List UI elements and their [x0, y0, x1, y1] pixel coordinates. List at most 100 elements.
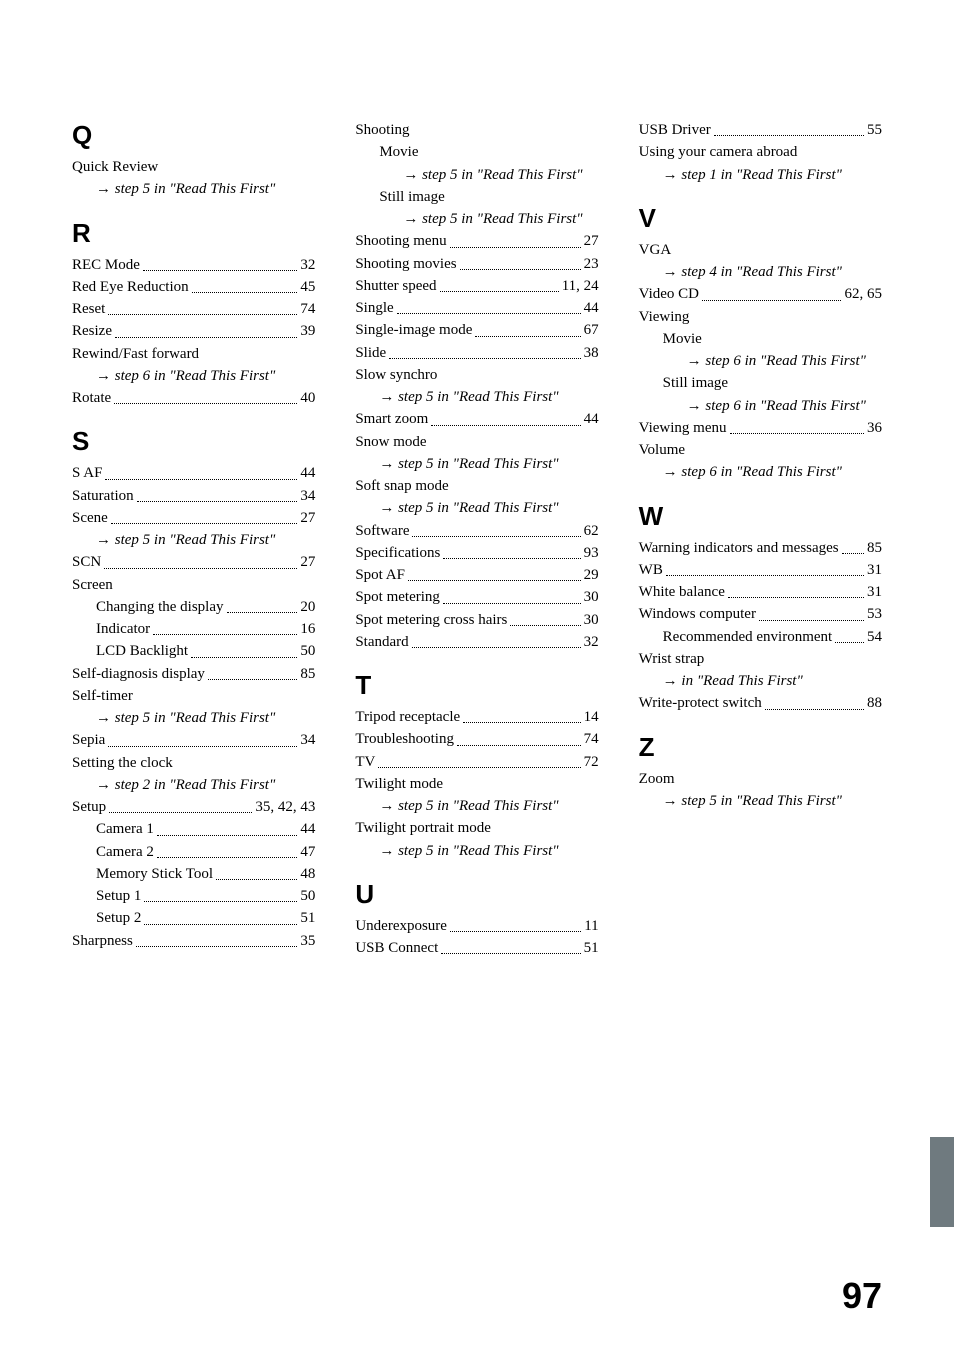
- index-entry: Smart zoom44: [355, 409, 598, 429]
- cross-reference-text: step 5 in "Read This First": [398, 389, 559, 405]
- index-entry-label: Standard: [355, 632, 408, 652]
- index-entry-pages: 27: [300, 552, 315, 572]
- index-entry-pages: 39: [300, 321, 315, 341]
- index-entry-label: Shutter speed: [355, 276, 436, 296]
- index-cross-reference: → step 5 in "Read This First": [72, 708, 315, 728]
- index-entry-label: WB: [639, 560, 663, 580]
- index-cross-reference: → step 2 in "Read This First": [72, 775, 315, 795]
- index-entry-noleader: Wrist strap: [639, 649, 882, 669]
- index-section-letter: Z: [639, 732, 882, 763]
- index-columns: QQuick Review→ step 5 in "Read This Firs…: [72, 120, 882, 960]
- arrow-icon: →: [379, 456, 398, 472]
- index-entry: Single44: [355, 298, 598, 318]
- index-entry-noleader: Slow synchro: [355, 365, 598, 385]
- index-entry-pages: 54: [867, 627, 882, 647]
- index-entry-label: Indicator: [96, 619, 150, 639]
- index-entry-pages: 31: [867, 582, 882, 602]
- arrow-icon: →: [379, 798, 398, 814]
- index-entry-pages: 74: [300, 299, 315, 319]
- index-entry: Setup35, 42, 43: [72, 797, 315, 817]
- index-entry: Viewing menu36: [639, 418, 882, 438]
- index-entry-pages: 38: [584, 343, 599, 363]
- index-entry: SCN 27: [72, 552, 315, 572]
- index-entry-pages: 93: [584, 543, 599, 563]
- cross-reference-text: step 5 in "Read This First": [115, 532, 276, 548]
- cross-reference-text: step 6 in "Read This First": [115, 368, 276, 384]
- leader-dots: [136, 945, 298, 947]
- index-entry: Saturation34: [72, 486, 315, 506]
- leader-dots: [475, 335, 580, 337]
- index-entry: Rotate40: [72, 388, 315, 408]
- index-entry: Specifications93: [355, 543, 598, 563]
- index-entry-pages: 30: [584, 610, 599, 630]
- leader-dots: [115, 336, 297, 338]
- index-subentry: Setup 150: [72, 886, 315, 906]
- index-section-letter: V: [639, 203, 882, 234]
- index-cross-reference: → step 5 in "Read This First": [355, 387, 598, 407]
- leader-dots: [216, 878, 297, 880]
- index-entry-pages: 27: [300, 508, 315, 528]
- arrow-icon: →: [663, 793, 682, 809]
- index-entry-noleader: Zoom: [639, 769, 882, 789]
- index-entry-label: Slide: [355, 343, 386, 363]
- index-entry: Standard32: [355, 632, 598, 652]
- leader-dots: [728, 596, 864, 598]
- arrow-icon: →: [687, 353, 706, 369]
- index-entry-label: Windows computer: [639, 604, 756, 624]
- index-entry-pages: 27: [584, 231, 599, 251]
- index-entry: Write-protect switch88: [639, 693, 882, 713]
- leader-dots: [108, 313, 297, 315]
- leader-dots: [397, 312, 581, 314]
- leader-dots: [412, 646, 581, 648]
- index-entry: Scene 27: [72, 508, 315, 528]
- index-entry: Shooting menu27: [355, 231, 598, 251]
- index-cross-reference: → step 6 in "Read This First": [639, 462, 882, 482]
- index-entry-pages: 47: [300, 842, 315, 862]
- arrow-icon: →: [96, 532, 115, 548]
- index-entry-label: Setup: [72, 797, 106, 817]
- arrow-icon: →: [403, 167, 422, 183]
- index-entry-noleader: Still image: [355, 187, 598, 207]
- leader-dots: [144, 900, 297, 902]
- index-entry-label: Changing the display: [96, 597, 224, 617]
- index-cross-reference: → step 6 in "Read This First": [639, 351, 882, 371]
- index-entry-label: Spot AF: [355, 565, 405, 585]
- arrow-icon: →: [96, 181, 115, 197]
- index-section-letter: U: [355, 879, 598, 910]
- index-entry-label: Software: [355, 521, 409, 541]
- cross-reference-text: step 5 in "Read This First": [398, 500, 559, 516]
- index-cross-reference: → step 5 in "Read This First": [72, 179, 315, 199]
- index-entry-label: SCN: [72, 552, 101, 572]
- index-subentry: Changing the display20: [72, 597, 315, 617]
- index-section-letter: Q: [72, 120, 315, 151]
- index-cross-reference: → step 1 in "Read This First": [639, 165, 882, 185]
- index-entry: Red Eye Reduction45: [72, 277, 315, 297]
- index-entry-pages: 11, 24: [562, 276, 599, 296]
- leader-dots: [109, 811, 252, 813]
- leader-dots: [104, 567, 297, 569]
- index-entry-label: Shooting movies: [355, 254, 456, 274]
- index-entry-label: Recommended environment: [663, 627, 833, 647]
- leader-dots: [510, 624, 580, 626]
- leader-dots: [842, 552, 864, 554]
- index-page: QQuick Review→ step 5 in "Read This Firs…: [0, 0, 954, 1357]
- leader-dots: [730, 432, 864, 434]
- arrow-icon: →: [379, 389, 398, 405]
- index-entry: Sharpness35: [72, 931, 315, 951]
- index-entry-label: Troubleshooting: [355, 729, 454, 749]
- index-entry-label: REC Mode: [72, 255, 140, 275]
- index-subentry: Camera 144: [72, 819, 315, 839]
- cross-reference-text: step 5 in "Read This First": [422, 167, 583, 183]
- index-entry-pages: 72: [584, 752, 599, 772]
- index-entry-label: Scene: [72, 508, 108, 528]
- index-entry-label: Spot metering: [355, 587, 440, 607]
- index-entry-label: S AF: [72, 463, 102, 483]
- leader-dots: [105, 478, 297, 480]
- index-entry: WB31: [639, 560, 882, 580]
- leader-dots: [412, 535, 580, 537]
- cross-reference-text: step 6 in "Read This First": [705, 353, 866, 369]
- leader-dots: [227, 611, 298, 613]
- leader-dots: [192, 291, 298, 293]
- index-entry: Spot AF29: [355, 565, 598, 585]
- index-entry-pages: 48: [300, 864, 315, 884]
